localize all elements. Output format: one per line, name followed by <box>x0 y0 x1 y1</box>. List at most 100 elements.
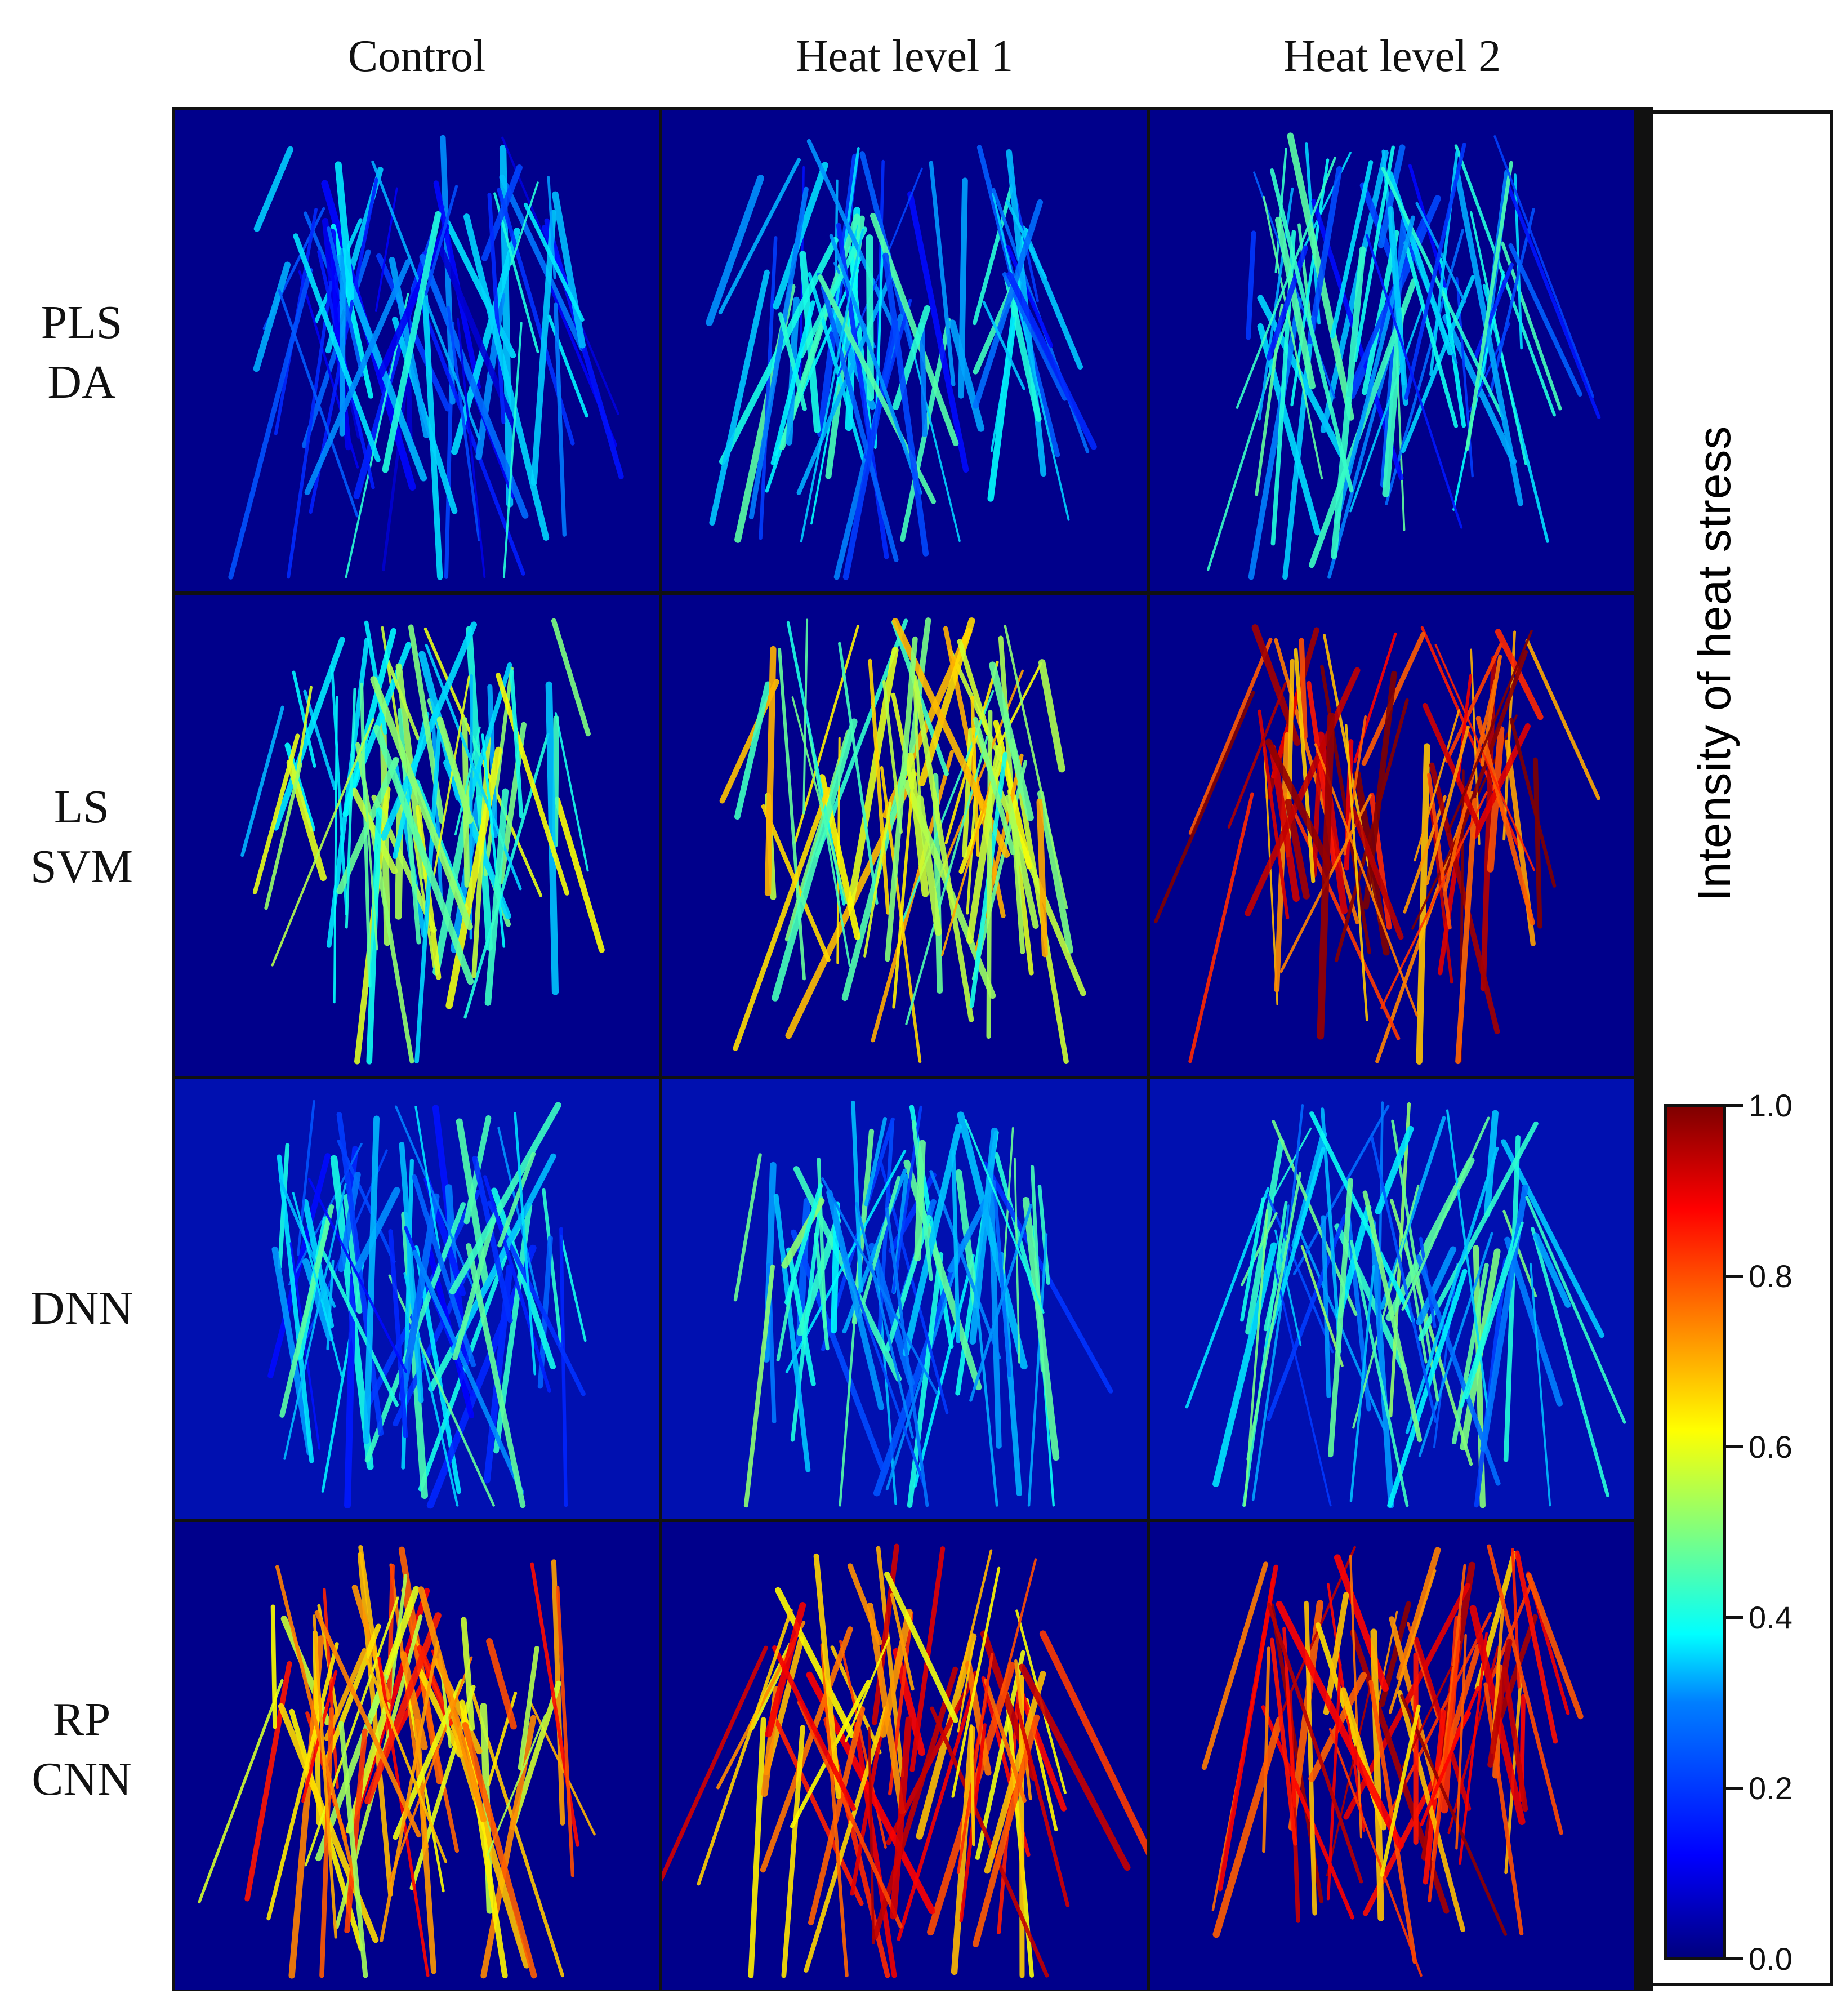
leaf-stroke <box>339 247 346 437</box>
leaf-stroke <box>770 300 815 466</box>
leaf-stroke <box>228 268 313 580</box>
leaf-stroke <box>885 1207 929 1507</box>
leaf-stroke <box>1454 170 1523 506</box>
leaf-stroke <box>271 1246 313 1456</box>
leaf-stroke <box>988 1164 1002 1449</box>
leaf-stroke <box>484 788 509 1006</box>
leaf-stroke <box>1526 1572 1584 1720</box>
colorbar-tick <box>1726 1616 1743 1619</box>
leaf-stroke <box>885 1214 931 1352</box>
leaf-stroke <box>1483 1682 1524 1935</box>
leaf-stroke <box>486 1637 517 1730</box>
leaf-stroke <box>1248 297 1302 580</box>
leaf-stroke <box>1502 1667 1528 1812</box>
leaf-stroke <box>868 658 890 915</box>
leaf-stroke <box>797 1700 903 1929</box>
leaf-stroke <box>1362 230 1399 395</box>
leaf-stroke <box>864 1117 888 1207</box>
leaf-stroke <box>1404 143 1466 400</box>
leaf-stroke <box>1487 1639 1513 1768</box>
leaf-stroke <box>418 1586 487 1823</box>
leaf-stroke <box>1400 1694 1508 1936</box>
leaf-stroke <box>353 1187 401 1274</box>
leaf-stroke <box>1352 1184 1420 1429</box>
leaf-stroke <box>764 646 777 897</box>
leaf-stroke <box>275 1565 357 1883</box>
leaf-stroke <box>287 280 333 579</box>
leaf-stroke <box>892 768 916 1009</box>
leaf-stroke <box>964 1119 1045 1314</box>
leaf-stroke <box>973 199 1044 409</box>
leaf-stroke <box>1533 757 1542 929</box>
leaf-stroke <box>1451 1263 1489 1445</box>
leaf-stroke <box>1284 792 1401 1040</box>
leaf-stroke <box>483 1175 551 1393</box>
leaf-stroke <box>510 181 539 266</box>
leaf-stroke <box>793 625 859 844</box>
leaf-stroke <box>838 642 879 905</box>
leaf-stroke <box>1504 1236 1563 1407</box>
leaf-stroke <box>452 1218 496 1360</box>
leaf-stroke <box>544 218 624 479</box>
leaf-stroke <box>1380 1704 1421 1877</box>
leaf-stroke <box>709 269 770 526</box>
leaf-stroke <box>719 679 779 804</box>
leaf-stroke <box>1447 629 1533 834</box>
leaf-stroke <box>560 1234 587 1342</box>
leaf-stroke <box>897 1676 979 1941</box>
row-label-rp-cnn: RP CNN <box>0 1690 163 1809</box>
leaf-stroke <box>1257 323 1321 536</box>
leaf-stroke <box>447 305 481 542</box>
leaf-stroke <box>366 807 382 1065</box>
leaf-stroke <box>552 715 559 848</box>
leaf-stroke <box>382 211 442 473</box>
leaf-stroke <box>1465 1221 1524 1399</box>
leaf-stroke <box>1330 160 1374 339</box>
leaf-stroke <box>1335 215 1415 524</box>
leaf-stroke <box>480 1715 537 1979</box>
leaf-stroke <box>1425 725 1470 885</box>
leaf-stroke <box>831 147 860 332</box>
leaf-stroke <box>1501 1139 1605 1338</box>
leaf-stroke <box>957 1641 975 1733</box>
leaf-stroke <box>847 647 899 908</box>
leaf-stroke <box>264 762 302 910</box>
heat-map-image <box>662 110 1147 591</box>
leaf-stroke <box>919 322 928 438</box>
leaf-stroke <box>826 1190 885 1410</box>
leaf-stroke <box>1514 1550 1558 1744</box>
leaf-stroke <box>842 319 898 580</box>
colorbar-tick <box>1726 1104 1743 1107</box>
leaf-stroke <box>880 1609 913 1738</box>
leaf-stroke <box>778 312 807 411</box>
colorbar-tick-label: 1.0 <box>1749 1088 1793 1123</box>
leaf-stroke <box>759 236 778 540</box>
leaf-stroke <box>1488 208 1535 398</box>
leaf-stroke <box>1185 1187 1270 1409</box>
row-label-line1: RP <box>52 1693 111 1746</box>
leaf-stroke <box>412 1250 524 1495</box>
colorbar-tick <box>1726 1957 1743 1960</box>
colorbar-tick <box>1726 1275 1743 1278</box>
leaf-stroke <box>760 1626 853 1873</box>
leaf-stroke <box>1321 1215 1331 1398</box>
leaf-stroke <box>314 1610 421 1838</box>
leaf-stroke <box>1326 1663 1342 1901</box>
leaf-stroke <box>1508 243 1582 397</box>
leaf-stroke <box>392 711 430 859</box>
leaf-stroke <box>772 1645 857 1812</box>
leaf-stroke <box>1501 241 1562 411</box>
leaf-stroke <box>1495 1614 1538 1727</box>
leaf-stroke <box>975 1650 1025 1860</box>
leaf-stroke <box>882 252 929 557</box>
leaf-stroke <box>662 1645 768 1882</box>
leaf-stroke <box>1328 1178 1353 1458</box>
leaf-stroke <box>554 796 605 953</box>
leaf-stroke <box>1015 1681 1067 1812</box>
leaf-stroke <box>1014 1158 1020 1364</box>
leaf-stroke <box>496 673 569 896</box>
leaf-stroke <box>1261 1705 1355 1920</box>
leaf-stroke <box>556 1586 575 1877</box>
leaf-stroke <box>706 175 764 326</box>
leaf-stroke <box>357 1552 394 1897</box>
